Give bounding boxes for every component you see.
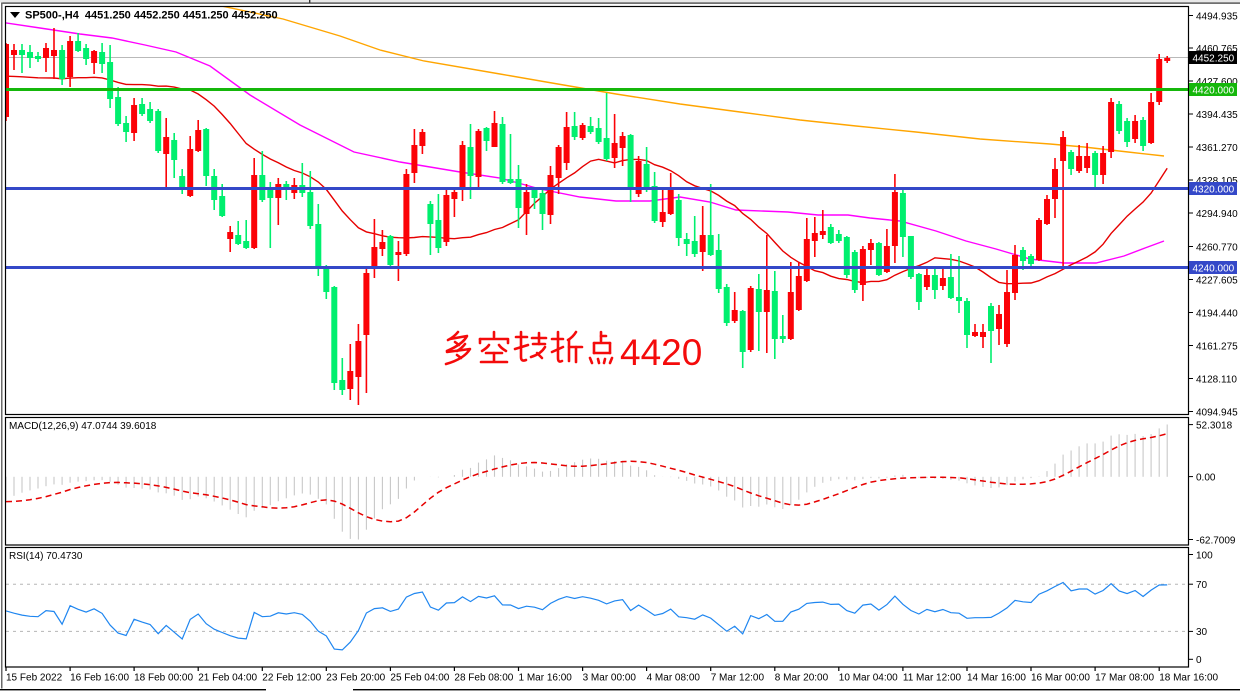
svg-text:3 Mar 00:00: 3 Mar 00:00 bbox=[583, 673, 637, 684]
svg-text:4094.945: 4094.945 bbox=[1196, 407, 1238, 418]
svg-text:4260.770: 4260.770 bbox=[1196, 242, 1238, 253]
svg-text:SP500-,H4 4451.250 4452.250 4: SP500-,H4 4451.250 4452.250 4451.250 445… bbox=[25, 10, 278, 22]
svg-text:23 Feb 20:00: 23 Feb 20:00 bbox=[326, 673, 385, 684]
svg-text:4227.605: 4227.605 bbox=[1196, 275, 1238, 286]
svg-text:4427.600: 4427.600 bbox=[1196, 77, 1238, 88]
svg-text:0: 0 bbox=[1196, 655, 1202, 666]
svg-text:7 Mar 12:00: 7 Mar 12:00 bbox=[711, 673, 765, 684]
svg-text:4361.270: 4361.270 bbox=[1196, 143, 1238, 154]
svg-text:4161.275: 4161.275 bbox=[1196, 341, 1238, 352]
svg-text:28 Feb 08:00: 28 Feb 08:00 bbox=[454, 673, 513, 684]
svg-text:16 Feb 16:00: 16 Feb 16:00 bbox=[70, 673, 129, 684]
svg-text:11 Mar 12:00: 11 Mar 12:00 bbox=[903, 673, 962, 684]
svg-text:100: 100 bbox=[1196, 550, 1213, 561]
svg-text:-62.7009: -62.7009 bbox=[1196, 535, 1236, 546]
svg-text:22 Feb 12:00: 22 Feb 12:00 bbox=[262, 673, 321, 684]
svg-text:10 Mar 04:00: 10 Mar 04:00 bbox=[839, 673, 898, 684]
svg-text:18 Feb 00:00: 18 Feb 00:00 bbox=[134, 673, 193, 684]
svg-text:4328.105: 4328.105 bbox=[1196, 176, 1238, 187]
svg-text:4294.940: 4294.940 bbox=[1196, 209, 1238, 220]
svg-text:4420.000: 4420.000 bbox=[1193, 85, 1235, 96]
svg-text:16 Mar 00:00: 16 Mar 00:00 bbox=[1031, 673, 1090, 684]
svg-text:17 Mar 08:00: 17 Mar 08:00 bbox=[1095, 673, 1154, 684]
svg-text:4494.935: 4494.935 bbox=[1196, 11, 1238, 22]
svg-text:18 Mar 16:00: 18 Mar 16:00 bbox=[1159, 673, 1218, 684]
svg-text:4320.000: 4320.000 bbox=[1193, 184, 1235, 195]
svg-text:0.00: 0.00 bbox=[1196, 472, 1216, 483]
svg-text:4452.250: 4452.250 bbox=[1193, 53, 1235, 64]
svg-text:4128.110: 4128.110 bbox=[1196, 374, 1237, 385]
svg-text:4420: 4420 bbox=[620, 332, 702, 373]
svg-text:8 Mar 20:00: 8 Mar 20:00 bbox=[775, 673, 829, 684]
svg-text:4240.000: 4240.000 bbox=[1193, 263, 1235, 274]
svg-text:MACD(12,26,9) 47.0744 39.6018: MACD(12,26,9) 47.0744 39.6018 bbox=[9, 421, 157, 432]
svg-text:14 Mar 16:00: 14 Mar 16:00 bbox=[967, 673, 1026, 684]
svg-text:52.3018: 52.3018 bbox=[1196, 420, 1233, 431]
svg-text:70: 70 bbox=[1196, 580, 1208, 591]
svg-text:RSI(14) 70.4730: RSI(14) 70.4730 bbox=[9, 551, 83, 562]
svg-text:15 Feb 2022: 15 Feb 2022 bbox=[6, 673, 63, 684]
svg-text:30: 30 bbox=[1196, 627, 1208, 638]
svg-text:1 Mar 16:00: 1 Mar 16:00 bbox=[519, 673, 573, 684]
svg-text:4 Mar 08:00: 4 Mar 08:00 bbox=[647, 673, 701, 684]
svg-text:4194.440: 4194.440 bbox=[1196, 308, 1238, 319]
svg-text:4394.435: 4394.435 bbox=[1196, 110, 1238, 121]
svg-text:4460.765: 4460.765 bbox=[1196, 44, 1238, 55]
svg-text:21 Feb 04:00: 21 Feb 04:00 bbox=[198, 673, 257, 684]
svg-text:25 Feb 04:00: 25 Feb 04:00 bbox=[390, 673, 449, 684]
